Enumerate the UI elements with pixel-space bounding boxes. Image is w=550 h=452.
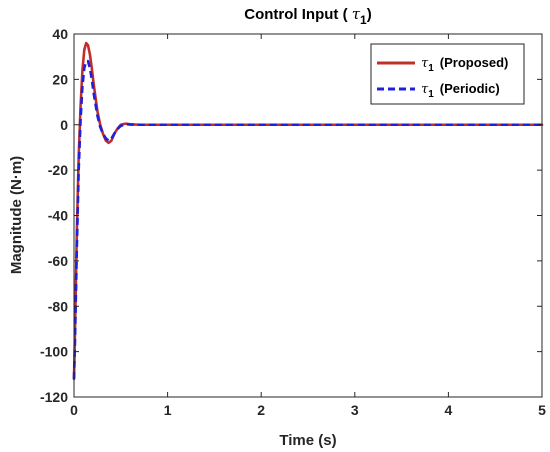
legend-box	[370, 43, 525, 105]
y-axis-title: Magnitude (N·m)	[8, 156, 25, 274]
y-tick-label: -120	[40, 389, 68, 405]
legend-label-proposed: (Proposed)	[440, 55, 509, 70]
y-tick-label: -60	[48, 253, 68, 269]
x-axis-title: Time (s)	[279, 432, 336, 449]
y-tick-label: 40	[52, 26, 68, 42]
y-tick-label: -40	[48, 208, 68, 224]
x-tick-label: 2	[257, 402, 265, 418]
legend-entry-periodic: τ1 (Periodic)	[421, 81, 500, 100]
series-layer	[72, 41, 544, 381]
chart-title-suffix: )	[367, 6, 372, 23]
legend-label-periodic: (Periodic)	[440, 81, 500, 96]
legend-symbol-proposed: τ	[421, 56, 429, 71]
legend: τ1 (Proposed) τ1 (Periodic)	[370, 43, 525, 105]
chart-title-symbol: τ	[352, 5, 361, 23]
series-line-periodic	[72, 59, 542, 379]
y-tick-label: -20	[48, 162, 68, 178]
legend-entry-proposed: τ1 (Proposed)	[421, 55, 508, 74]
x-axis: 0 1 2 3 4 5	[70, 34, 546, 418]
x-tick-label: 0	[70, 402, 78, 418]
y-tick-label: 20	[52, 71, 68, 87]
x-tick-label: 5	[538, 402, 546, 418]
x-tick-label: 1	[164, 402, 172, 418]
legend-subscript-proposed: 1	[428, 63, 434, 74]
x-tick-label: 4	[445, 402, 453, 418]
y-tick-label: -80	[48, 298, 68, 314]
chart-title-subscript: 1	[360, 13, 367, 27]
chart-title-prefix: Control Input (	[244, 6, 351, 23]
y-tick-label: 0	[60, 117, 68, 133]
y-tick-label: -100	[40, 344, 68, 360]
y-axis: -120 -100 -80 -60 -40 -20 0 20 40	[40, 26, 542, 405]
legend-symbol-periodic: τ	[421, 82, 429, 97]
x-tick-label: 3	[351, 402, 359, 418]
legend-subscript-periodic: 1	[428, 89, 434, 100]
chart-title: Control Input ( τ1)	[244, 5, 371, 27]
